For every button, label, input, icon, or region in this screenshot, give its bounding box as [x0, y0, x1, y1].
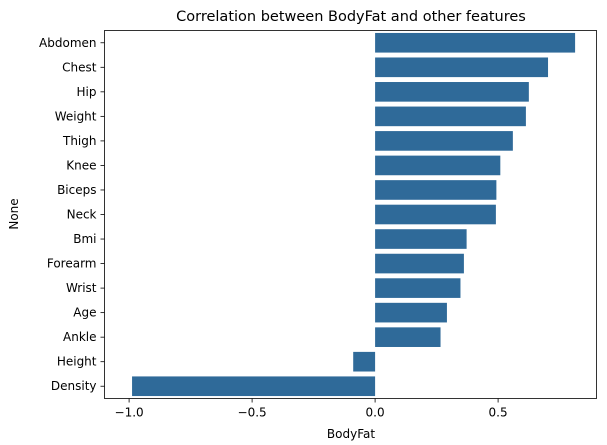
y-axis-label: None	[7, 198, 21, 229]
x-tick-label: −0.5	[238, 406, 267, 420]
chart-title: Correlation between BodyFat and other fe…	[176, 9, 526, 25]
x-axis-label: BodyFat	[327, 427, 375, 441]
bar-thigh	[375, 131, 513, 151]
bar-wrist	[375, 278, 461, 298]
y-tick-label: Density	[51, 379, 97, 393]
y-tick-label: Forearm	[47, 257, 97, 271]
bar-height	[353, 351, 376, 372]
bar-biceps	[375, 180, 497, 200]
x-tick-label: 0.0	[366, 406, 385, 420]
bar-hip	[375, 82, 529, 102]
y-tick-label: Height	[57, 355, 97, 369]
y-ticks: Abdomen Chest Hip Weight Thigh Knee Biceps Neck…	[39, 36, 105, 393]
x-tick-label: −1.0	[115, 406, 144, 420]
y-tick-label: Age	[73, 306, 96, 320]
x-ticks: −1.0 −0.5 0.0 0.5	[115, 398, 508, 420]
bar-neck	[375, 204, 496, 225]
bar-knee	[375, 155, 501, 176]
y-tick-label: Neck	[67, 208, 97, 222]
y-tick-label: Hip	[77, 85, 97, 99]
bar-forearm	[375, 253, 464, 274]
y-tick-label: Thigh	[62, 134, 97, 148]
bar-age	[375, 302, 447, 323]
y-tick-label: Knee	[66, 158, 96, 172]
bar-chest	[375, 57, 549, 78]
y-tick-label: Ankle	[63, 330, 96, 344]
bar-abdomen	[375, 32, 576, 53]
bar-bmi	[375, 229, 467, 249]
y-tick-label: Weight	[55, 109, 97, 123]
y-tick-label: Bmi	[73, 232, 96, 246]
y-tick-label: Chest	[62, 60, 97, 74]
x-tick-label: 0.5	[489, 406, 508, 420]
y-tick-label: Abdomen	[39, 36, 96, 50]
y-tick-label: Biceps	[57, 183, 96, 197]
y-tick-label: Wrist	[66, 281, 97, 295]
bar-ankle	[375, 327, 441, 347]
bars-layer	[132, 32, 576, 397]
bar-weight	[375, 106, 526, 127]
bar-density	[132, 376, 376, 397]
